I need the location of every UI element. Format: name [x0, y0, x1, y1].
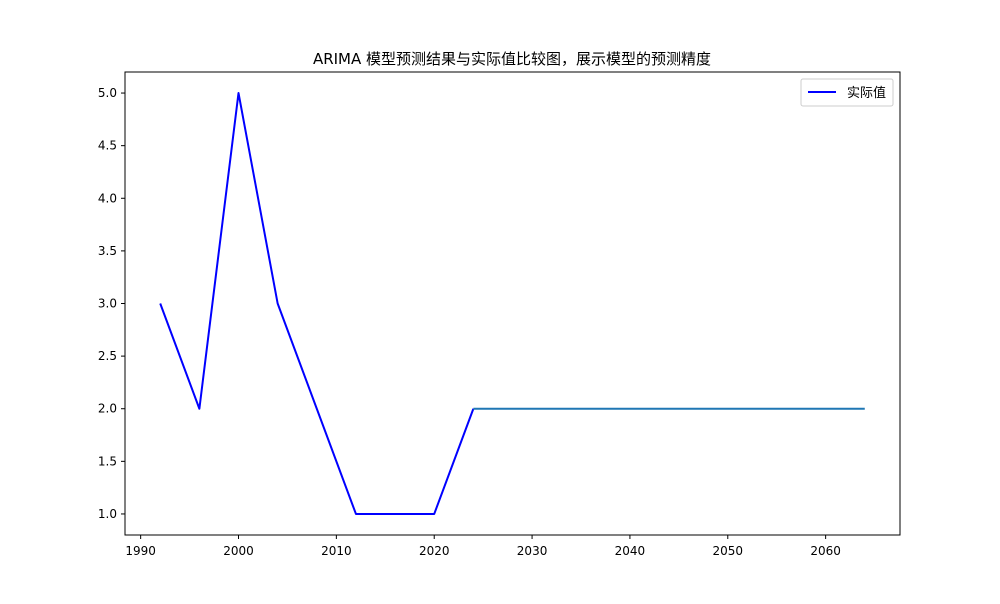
x-tick-label: 2020 [419, 544, 450, 558]
y-tick-label: 2.0 [98, 402, 117, 416]
y-tick-label: 3.5 [98, 244, 117, 258]
x-tick-label: 2060 [810, 544, 841, 558]
x-axis: 1990 2000 2010 2020 2030 2040 2050 2060 [125, 535, 841, 558]
y-tick-label: 1.5 [98, 454, 117, 468]
x-tick-label: 2000 [223, 544, 254, 558]
x-tick-label: 2040 [615, 544, 646, 558]
y-axis: 1.0 1.5 2.0 2.5 3.0 3.5 4.0 4.5 5.0 [98, 86, 125, 521]
x-tick-label: 2010 [321, 544, 352, 558]
x-tick-label: 2050 [713, 544, 744, 558]
series-line-0 [159, 92, 475, 515]
y-tick-label: 2.5 [98, 349, 117, 363]
y-tick-label: 1.0 [98, 507, 117, 521]
x-tick-label: 2030 [517, 544, 548, 558]
y-tick-label: 4.5 [98, 139, 117, 153]
y-tick-label: 4.0 [98, 191, 117, 205]
legend-box [800, 78, 894, 107]
y-tick-label: 3.0 [98, 297, 117, 311]
legend-label-actual: 实际值 [847, 85, 886, 101]
series-layer [159, 92, 865, 515]
legend: 实际值 [800, 78, 894, 107]
x-tick-label: 1990 [125, 544, 156, 558]
y-tick-label: 5.0 [98, 86, 117, 100]
chart-title: ARIMA 模型预测结果与实际值比较图，展示模型的预测精度 [313, 50, 711, 68]
